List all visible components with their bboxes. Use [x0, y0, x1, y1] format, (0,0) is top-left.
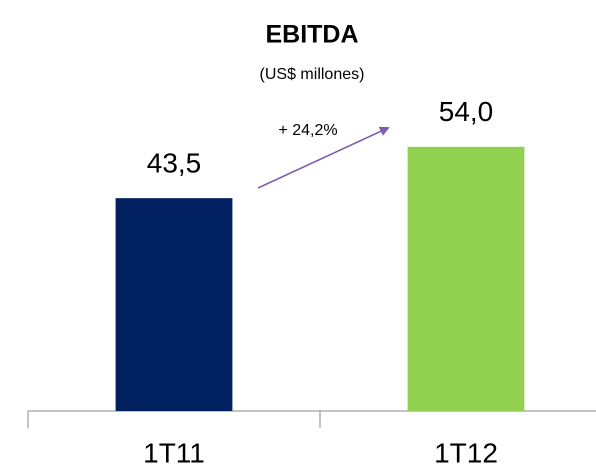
- x-tick-label: 1T11: [143, 437, 205, 468]
- data-label: 43,5: [147, 148, 202, 179]
- bar: [407, 146, 525, 412]
- chart-subtitle: (US$ millones): [260, 66, 365, 83]
- growth-arrow: [257, 126, 390, 189]
- data-label: 54,0: [439, 96, 494, 127]
- chart-title: EBITDA: [265, 21, 358, 49]
- x-tick-label: 1T12: [434, 437, 498, 468]
- bar: [115, 198, 233, 411]
- annotation: + 24,2%: [278, 122, 337, 139]
